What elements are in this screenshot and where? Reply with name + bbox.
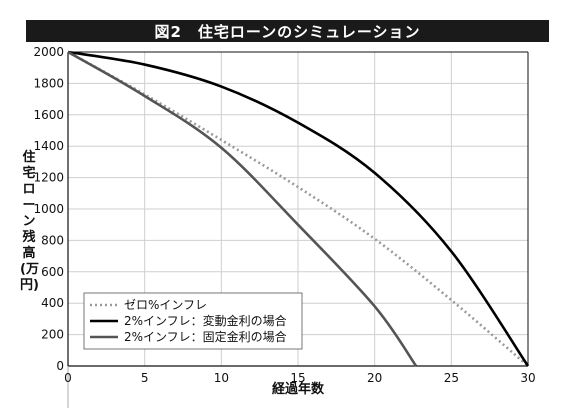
legend-label: ゼロ%インフレ bbox=[124, 298, 207, 312]
y-tick-label: 600 bbox=[41, 265, 64, 279]
legend-label: 2%インフレ：変動金利の場合 bbox=[124, 313, 287, 328]
x-tick-label: 0 bbox=[64, 371, 72, 385]
axes bbox=[67, 51, 529, 408]
x-tick-label: 5 bbox=[141, 371, 149, 385]
y-tick-label: 800 bbox=[41, 233, 64, 247]
x-tick-label: 20 bbox=[367, 371, 382, 385]
x-tick-label: 25 bbox=[444, 371, 459, 385]
y-tick-label: 1600 bbox=[33, 108, 64, 122]
y-tick-label: 1800 bbox=[33, 76, 64, 90]
x-tick-label: 10 bbox=[214, 371, 229, 385]
y-tick-label: 1200 bbox=[33, 171, 64, 185]
x-tick-label: 15 bbox=[290, 371, 305, 385]
series-line bbox=[67, 50, 418, 367]
y-tick-label: 1000 bbox=[33, 202, 64, 216]
y-axis-label: 住宅ローン残高(万円) bbox=[20, 150, 39, 293]
y-tick-label: 200 bbox=[41, 328, 64, 342]
x-axis-label: 経過年数 bbox=[272, 381, 325, 397]
series-line bbox=[67, 50, 529, 367]
series-line bbox=[67, 50, 530, 367]
y-tick-label: 1400 bbox=[33, 139, 64, 153]
x-tick-label: 30 bbox=[520, 371, 535, 385]
y-tick-label: 0 bbox=[56, 359, 64, 373]
series-lines bbox=[67, 50, 530, 367]
y-tick-label: 400 bbox=[41, 296, 64, 310]
legend-label: 2%インフレ：固定金利の場合 bbox=[124, 329, 287, 344]
tick-labels: 0 200 400 600 800 1000 1200 1400 1600 1800 2000 0 5 1… bbox=[33, 45, 535, 385]
chart-title: 図2 住宅ローンのシミュレーション bbox=[26, 20, 549, 42]
y-tick-label: 2000 bbox=[33, 45, 64, 59]
legend-box bbox=[83, 292, 303, 350]
